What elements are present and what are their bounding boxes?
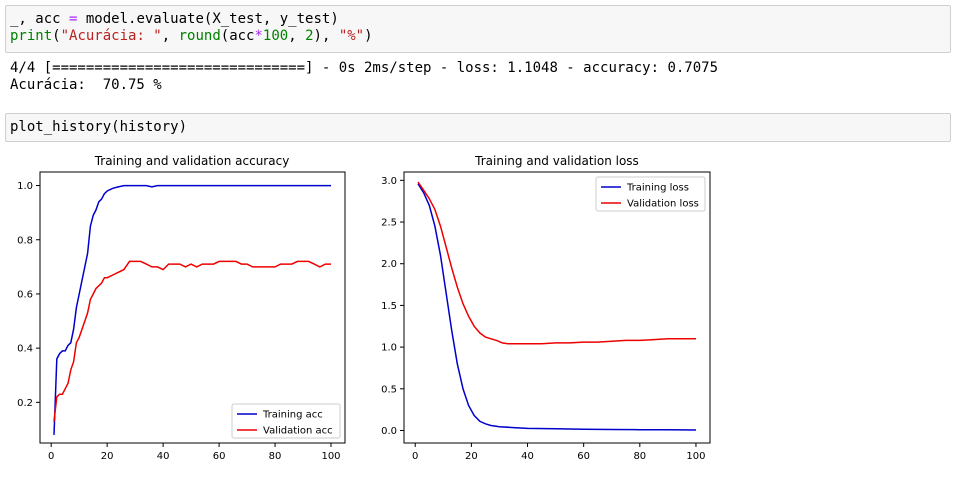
plot-area — [39, 171, 346, 444]
legend-label: Validation acc — [263, 426, 333, 437]
output-accuracy-line: Acurácia: 70.75 % — [10, 77, 162, 93]
x-tick-label: 0 — [48, 451, 54, 462]
chart-legend: Training acc Validation acc — [231, 403, 341, 439]
x-tick-label: 20 — [465, 451, 478, 462]
y-tick-label: 3.0 — [381, 176, 397, 187]
x-tick-label: 80 — [269, 451, 282, 462]
y-tick-label: 1.0 — [381, 343, 397, 354]
loss-chart: Training and validation loss 0 20 40 60 80 10… — [381, 154, 711, 462]
y-tick-label: 2.5 — [381, 218, 397, 229]
plot-output: Training and validation accuracy 0 20 40 60… — [0, 150, 720, 474]
series-line-0 — [53, 184, 331, 435]
x-tick-label: 0 — [412, 451, 418, 462]
accuracy-chart: Training and validation accuracy 0 20 40 60… — [17, 154, 346, 462]
y-tick-label: 1.5 — [381, 301, 397, 312]
series-line-0 — [417, 183, 697, 431]
code-cell-evaluate[interactable]: _, acc = model.evaluate(X_test, y_test) … — [5, 5, 951, 53]
y-tick-label: 0.5 — [381, 384, 397, 395]
x-tick-label: 60 — [213, 451, 226, 462]
plot-area — [403, 171, 711, 444]
y-tick-label: 0.8 — [17, 235, 33, 246]
cell-output-evaluate: 4/4 [==============================] - 0… — [10, 60, 718, 94]
plot-figure: Training and validation accuracy 0 20 40 60… — [17, 154, 711, 462]
legend-box — [231, 403, 341, 439]
y-tick-label: 0.4 — [17, 344, 33, 355]
x-tick-label: 100 — [321, 451, 340, 462]
y-tick-label: 1.0 — [17, 181, 33, 192]
legend-label: Validation loss — [627, 199, 699, 210]
series-line-1 — [53, 260, 331, 422]
chart-title: Training and validation loss — [474, 154, 639, 168]
x-tick-label: 80 — [633, 451, 646, 462]
legend-label: Training acc — [262, 410, 323, 421]
code-editor[interactable]: plot_history(history) — [10, 119, 188, 135]
x-tick-label: 40 — [157, 451, 170, 462]
output-progress-line: 4/4 [==============================] - 0… — [10, 60, 719, 76]
chart-legend: Training loss Validation loss — [595, 176, 706, 212]
chart-title: Training and validation accuracy — [94, 154, 290, 168]
code-cell-plot-history[interactable]: plot_history(history) — [5, 113, 951, 142]
x-tick-label: 20 — [101, 451, 114, 462]
x-tick-label: 40 — [521, 451, 534, 462]
y-tick-label: 0.6 — [17, 289, 33, 300]
y-tick-label: 0.0 — [381, 426, 397, 437]
legend-label: Training loss — [626, 183, 689, 194]
x-tick-label: 60 — [577, 451, 590, 462]
y-tick-label: 0.2 — [17, 398, 33, 409]
series-line-1 — [417, 181, 696, 345]
legend-box — [595, 176, 706, 212]
code-editor[interactable]: _, acc = model.evaluate(X_test, y_test) … — [10, 11, 373, 44]
x-tick-label: 100 — [686, 451, 705, 462]
y-tick-label: 2.0 — [381, 259, 397, 270]
